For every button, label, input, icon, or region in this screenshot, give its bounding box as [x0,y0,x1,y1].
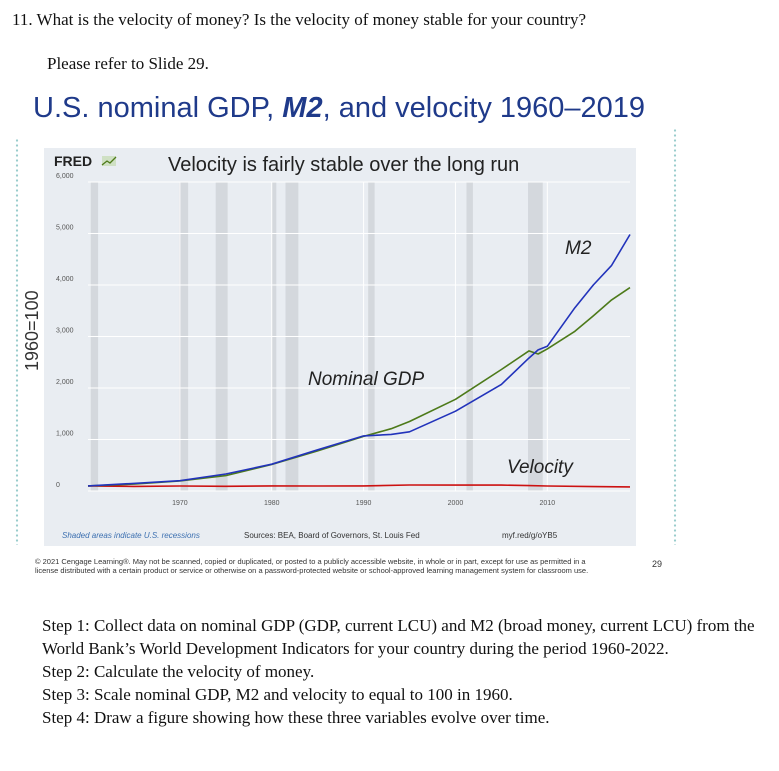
slide-title-part2: , and velocity 1960–2019 [322,92,646,124]
step-1: Step 1: Collect data on nominal GDP (GDP… [42,616,755,658]
annotation-velocity: Velocity [507,457,574,478]
slide-border-dots-left [14,138,20,545]
y-tick-label: 2,000 [56,379,74,386]
y-tick-label: 5,000 [56,225,74,232]
series-line-nominal-gdp [87,286,631,487]
series-line-m2 [87,234,631,487]
steps-list: Step 1: Collect data on nominal GDP (GDP… [42,614,772,729]
y-tick-label: 0 [56,482,60,489]
footer-link[interactable]: myf.red/g/oYB5 [502,531,558,540]
annotation-nominal-gdp: Nominal GDP [308,369,424,390]
question-text: 11. What is the velocity of money? Is th… [12,10,587,29]
x-tick-label: 2000 [448,500,464,507]
y-tick-label: 1,000 [56,431,74,438]
y-tick-label: 4,000 [56,276,74,283]
series-line-velocity [87,484,631,488]
slide-title: U.S. nominal GDP, M2, and velocity 1960–… [33,92,645,125]
step-4: Step 4: Draw a figure showing how these … [42,708,550,727]
x-tick-label: 1970 [172,500,188,507]
fred-logo-text: FRED [54,153,92,169]
x-tick-label: 1980 [264,500,280,507]
slide-border-dots-right [672,128,678,545]
footer-recessions-note: Shaded areas indicate U.S. recessions [62,531,200,540]
x-tick-label: 1990 [356,500,372,507]
copyright-line-1: © 2021 Cengage Learning®. May not be sca… [35,557,586,566]
annotation-m2: M2 [565,238,592,259]
copyright-notice: © 2021 Cengage Learning®. May not be sca… [35,557,635,575]
footer-sources: Sources: BEA, Board of Governors, St. Lo… [244,531,420,540]
step-3: Step 3: Scale nominal GDP, M2 and veloci… [42,685,513,704]
slide-page-number: 29 [652,559,663,569]
y-tick-label: 3,000 [56,328,74,335]
reference-text: Please refer to Slide 29. [47,54,209,73]
y-tick-label: 6,000 [56,173,74,180]
step-2: Step 2: Calculate the velocity of money. [42,662,315,681]
fred-logo-icon [101,156,117,166]
chart-title: Velocity is fairly stable over the long … [168,154,519,176]
slide-title-part1: U.S. nominal GDP, [33,92,283,124]
copyright-line-2: license distributed with a certain produ… [35,566,589,575]
x-tick-label: 2010 [540,500,556,507]
slide-title-m2: M2 [282,92,323,124]
fred-chart: 0 1,000 2,000 3,000 4,000 5,000 6,000 1970 1980 1… [44,148,644,546]
